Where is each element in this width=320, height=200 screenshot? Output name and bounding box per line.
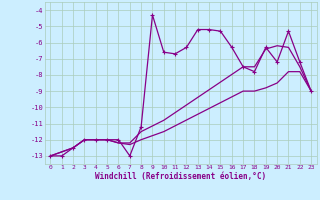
X-axis label: Windchill (Refroidissement éolien,°C): Windchill (Refroidissement éolien,°C)	[95, 172, 266, 181]
